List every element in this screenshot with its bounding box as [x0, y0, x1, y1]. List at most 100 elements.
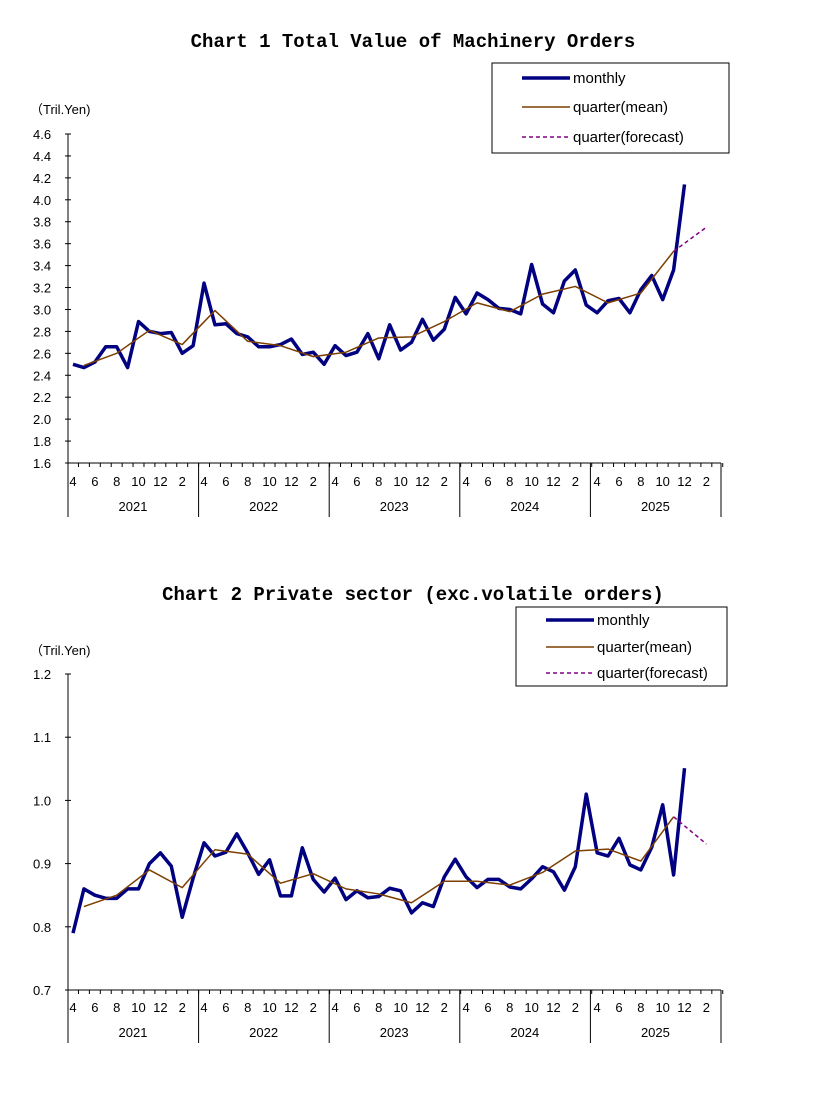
- y-tick-label: 1.2: [33, 667, 51, 682]
- year-label: 2022: [249, 499, 278, 514]
- year-label: 2025: [641, 499, 670, 514]
- year-label: 2025: [641, 1025, 670, 1040]
- x-tick-label: 12: [415, 1000, 429, 1015]
- x-tick-label: 12: [546, 474, 560, 489]
- x-tick-label: 8: [113, 1000, 120, 1015]
- x-tick-label: 4: [331, 474, 338, 489]
- series-line-quarter-mean: [83, 250, 675, 367]
- x-tick-label: 4: [463, 1000, 470, 1015]
- chart-2: Chart 2 Private sector (exc.volatile ord…: [30, 584, 728, 1043]
- x-tick-label: 2: [179, 1000, 186, 1015]
- legend-label: quarter(mean): [597, 639, 692, 656]
- x-tick-label: 2: [310, 1000, 317, 1015]
- x-tick-label: 12: [284, 474, 298, 489]
- y-tick-label: 3.8: [33, 215, 51, 230]
- series-line-quarter-mean: [83, 816, 675, 908]
- x-tick-label: 6: [615, 474, 622, 489]
- x-tick-label: 12: [284, 1000, 298, 1015]
- x-tick-label: 8: [506, 474, 513, 489]
- y-tick-label: 2.2: [33, 390, 51, 405]
- legend-label: monthly: [597, 612, 650, 629]
- x-tick-label: 8: [375, 1000, 382, 1015]
- y-tick-label: 2.6: [33, 346, 51, 361]
- y-tick-label: 0.7: [33, 983, 51, 998]
- x-tick-label: 4: [200, 1000, 207, 1015]
- y-tick-label: 2.4: [33, 368, 51, 383]
- x-tick-label: 8: [637, 474, 644, 489]
- y-tick-label: 3.6: [33, 237, 51, 252]
- x-tick-label: 12: [546, 1000, 560, 1015]
- year-label: 2021: [119, 1025, 148, 1040]
- x-tick-label: 10: [262, 1000, 276, 1015]
- x-tick-label: 10: [524, 1000, 538, 1015]
- x-tick-label: 10: [131, 474, 145, 489]
- legend-label: quarter(mean): [573, 99, 668, 116]
- series-monthly: [72, 184, 687, 370]
- year-label: 2024: [510, 499, 539, 514]
- x-tick-label: 2: [179, 474, 186, 489]
- chart-title: Chart 2 Private sector (exc.volatile ord…: [162, 584, 664, 606]
- year-label: 2023: [380, 1025, 409, 1040]
- x-tick-label: 4: [594, 1000, 601, 1015]
- y-tick-label: 1.1: [33, 730, 51, 745]
- y-tick-label: 4.6: [33, 127, 51, 142]
- y-axis-label: （Tril.Yen): [30, 102, 90, 117]
- x-tick-label: 4: [594, 474, 601, 489]
- x-tick-label: 8: [113, 474, 120, 489]
- x-tick-label: 6: [484, 1000, 491, 1015]
- x-tick-label: 10: [393, 1000, 407, 1015]
- x-tick-label: 8: [244, 1000, 251, 1015]
- y-tick-label: 4.2: [33, 171, 51, 186]
- x-tick-label: 6: [91, 474, 98, 489]
- year-label: 2023: [380, 499, 409, 514]
- x-tick-label: 12: [415, 474, 429, 489]
- x-tick-label: 10: [655, 1000, 669, 1015]
- y-tick-label: 3.0: [33, 302, 51, 317]
- x-tick-label: 6: [353, 474, 360, 489]
- x-tick-label: 10: [524, 474, 538, 489]
- y-tick-label: 1.8: [33, 434, 51, 449]
- x-tick-label: 8: [244, 474, 251, 489]
- x-tick-label: 8: [506, 1000, 513, 1015]
- year-label: 2024: [510, 1025, 539, 1040]
- x-tick-label: 10: [131, 1000, 145, 1015]
- y-tick-label: 3.4: [33, 259, 51, 274]
- x-tick-label: 4: [69, 1000, 76, 1015]
- x-tick-label: 12: [677, 1000, 691, 1015]
- series-quarter-mean: [83, 250, 675, 367]
- y-tick-label: 2.8: [33, 324, 51, 339]
- x-tick-label: 12: [153, 474, 167, 489]
- x-tick-label: 2: [572, 1000, 579, 1015]
- x-tick-label: 6: [353, 1000, 360, 1015]
- y-tick-label: 4.0: [33, 193, 51, 208]
- x-tick-label: 4: [200, 474, 207, 489]
- legend-label: monthly: [573, 70, 626, 87]
- x-tick-label: 8: [375, 474, 382, 489]
- chart-title: Chart 1 Total Value of Machinery Orders: [191, 31, 636, 53]
- x-tick-label: 6: [222, 474, 229, 489]
- x-tick-label: 10: [262, 474, 276, 489]
- y-tick-label: 0.9: [33, 857, 51, 872]
- x-tick-label: 2: [441, 1000, 448, 1015]
- series-line-quarter-forecast: [673, 816, 707, 845]
- legend: monthly quarter(mean) quarter(forecast): [515, 606, 728, 687]
- y-axis-label: （Tril.Yen): [30, 643, 90, 658]
- x-tick-label: 4: [69, 474, 76, 489]
- x-tick-label: 6: [222, 1000, 229, 1015]
- x-tick-label: 4: [331, 1000, 338, 1015]
- y-tick-label: 0.8: [33, 920, 51, 935]
- x-tick-label: 10: [655, 474, 669, 489]
- x-tick-label: 2: [703, 1000, 710, 1015]
- y-tick-label: 3.2: [33, 281, 51, 296]
- legend-label: quarter(forecast): [573, 129, 684, 146]
- x-tick-label: 2: [572, 474, 579, 489]
- legend: monthly quarter(mean) quarter(forecast): [491, 62, 730, 154]
- y-tick-label: 1.0: [33, 793, 51, 808]
- x-tick-label: 2: [703, 474, 710, 489]
- series-quarter-forecast: [673, 816, 707, 845]
- legend-label: quarter(forecast): [597, 665, 708, 682]
- x-tick-label: 2: [310, 474, 317, 489]
- x-tick-label: 12: [677, 474, 691, 489]
- series-line-monthly: [72, 184, 687, 370]
